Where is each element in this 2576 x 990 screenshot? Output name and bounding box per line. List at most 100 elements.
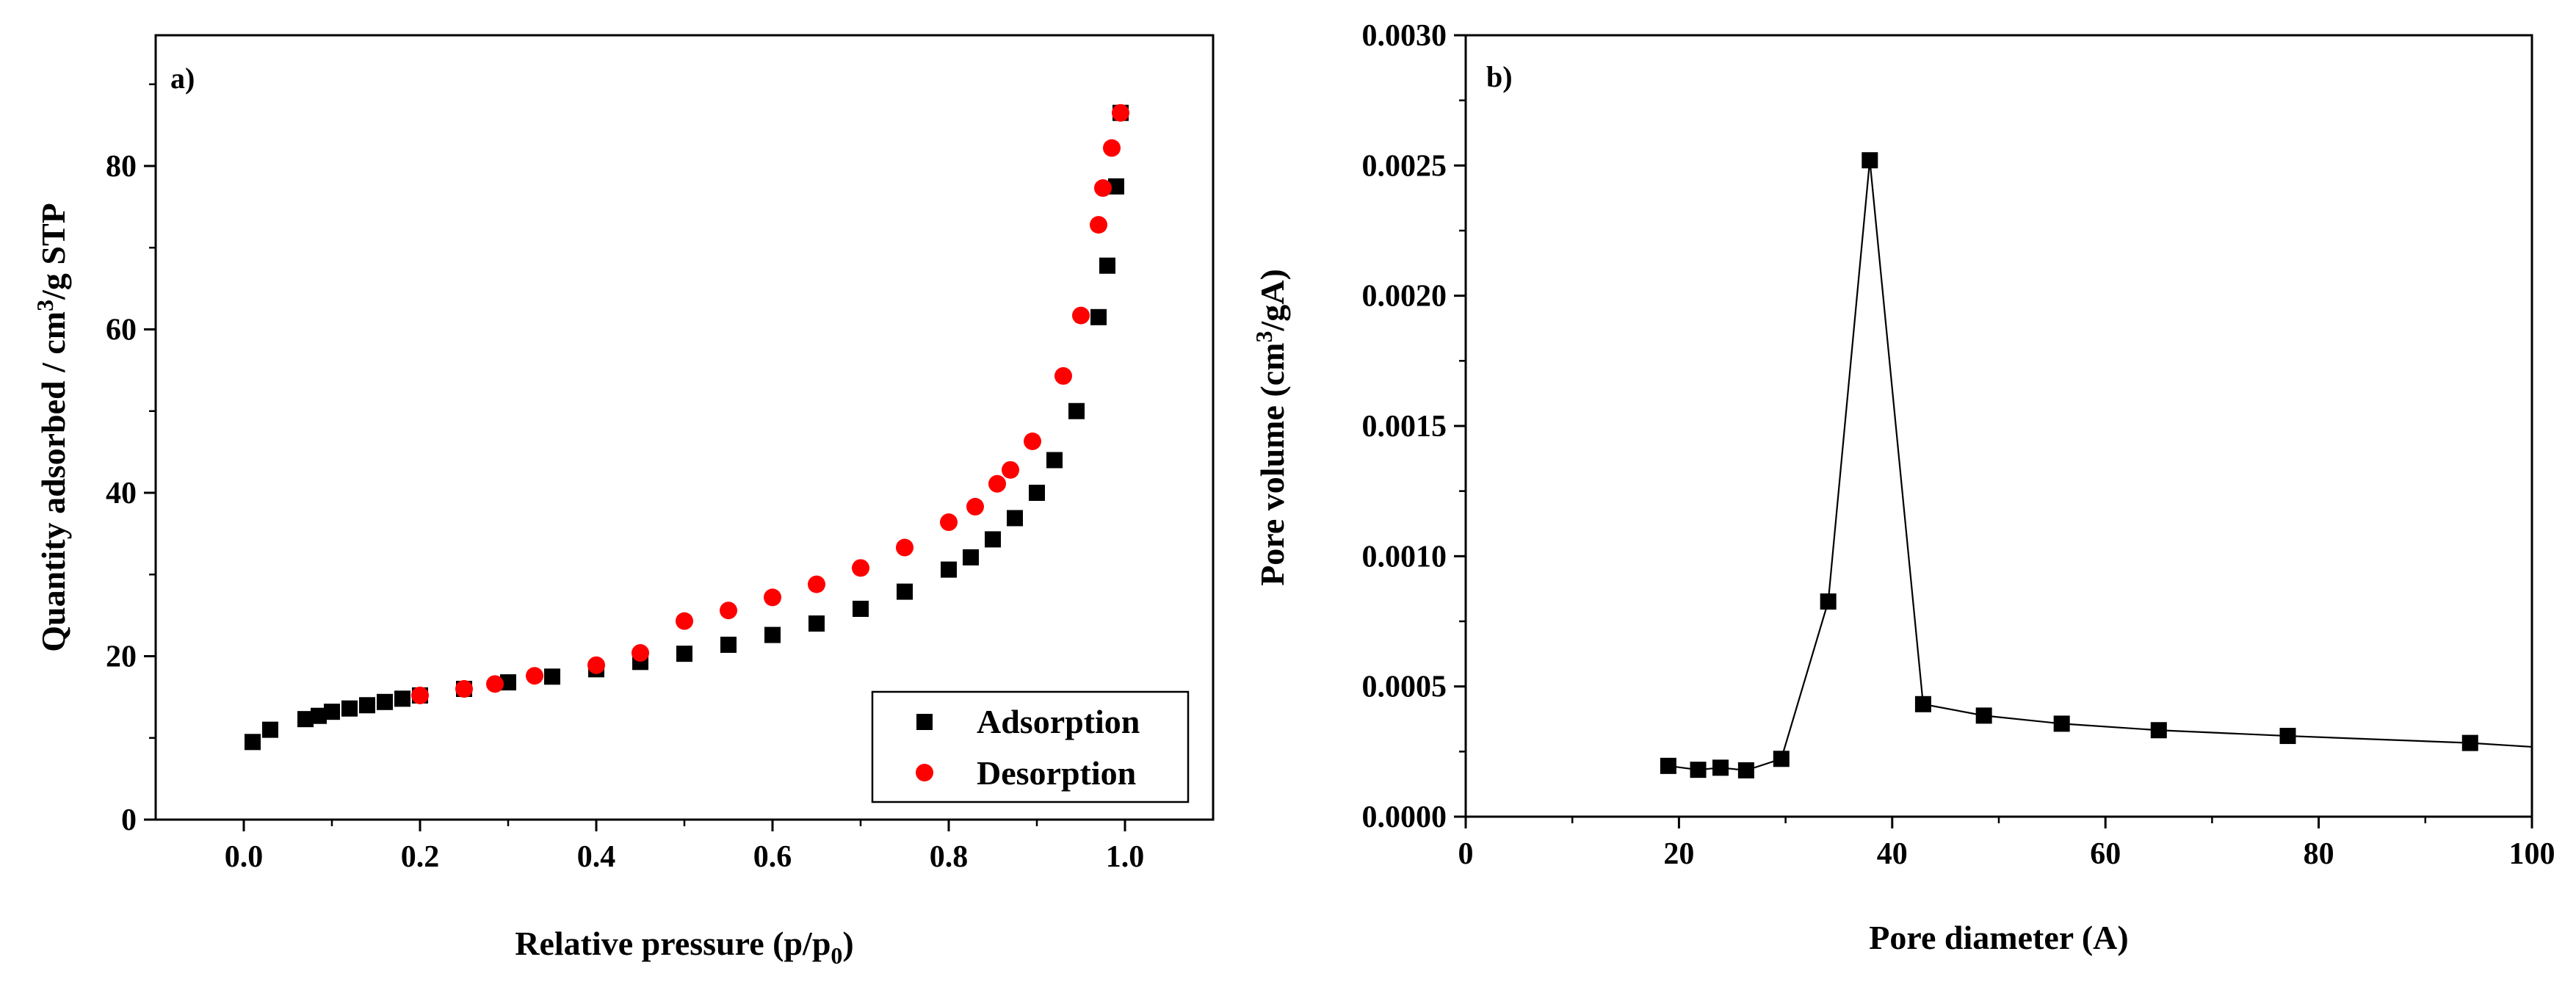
x-tick-label: 80 <box>2304 837 2334 871</box>
adsorption-point <box>1099 257 1115 274</box>
panel-b-y-axis-title-post: /gA) <box>1253 269 1291 331</box>
x-tick-label: 0.8 <box>930 840 969 874</box>
panel-a-points <box>245 104 1129 751</box>
adsorption-point <box>853 600 869 617</box>
adsorption-point <box>1090 308 1107 325</box>
adsorption-point <box>1007 510 1023 527</box>
panel-a-y-axis-title-post: /g STP <box>35 203 72 300</box>
pore-volume-point <box>1862 152 1878 169</box>
desorption-point <box>1112 104 1129 122</box>
adsorption-point <box>359 697 375 714</box>
pore-volume-point <box>1975 707 1992 724</box>
desorption-point <box>676 612 693 630</box>
desorption-point <box>896 538 913 557</box>
adsorption-point <box>808 615 825 632</box>
panel-a-x-axis-title-sub: 0 <box>831 942 842 969</box>
desorption-point <box>1103 139 1121 157</box>
y-tick-label: 0.0015 <box>1362 410 1447 444</box>
x-tick-label: 20 <box>1663 837 1694 871</box>
adsorption-point <box>676 646 692 662</box>
y-tick-label: 20 <box>106 640 137 674</box>
x-tick-label: 1.0 <box>1106 840 1145 874</box>
desorption-point <box>486 675 504 693</box>
adsorption-point <box>311 707 327 724</box>
x-tick-label: 100 <box>2509 837 2555 871</box>
adsorption-point <box>324 704 340 720</box>
y-tick-label: 0.0020 <box>1362 280 1447 314</box>
panel-b-x-ticks: 0 20 40 60 80 100 <box>1458 817 2555 871</box>
pore-volume-point <box>1660 757 1676 774</box>
desorption-point <box>1090 216 1107 234</box>
pore-volume-point <box>2461 734 2478 751</box>
desorption-point <box>411 686 429 704</box>
panel-b-y-axis-title: Pore volume (cm3/gA) <box>1251 269 1291 586</box>
desorption-point <box>455 680 473 698</box>
panel-a-y-axis-title-pre: Quantity adsorbed / cm <box>35 311 72 652</box>
desorption-point <box>1024 432 1041 450</box>
series-line <box>1668 160 2533 771</box>
pore-volume-point <box>1712 759 1729 776</box>
pore-volume-point <box>1914 695 1931 712</box>
adsorption-point <box>1068 402 1085 419</box>
y-tick-label: 0.0025 <box>1362 149 1447 183</box>
adsorption-point <box>764 626 781 643</box>
y-tick-label: 60 <box>106 314 137 347</box>
desorption-point <box>1002 460 1019 479</box>
x-tick-label: 0.4 <box>577 840 616 874</box>
panel-b-label: b) <box>1486 60 1513 93</box>
panel-a-y-axis-title-sup: 3 <box>32 300 58 311</box>
desorption-point <box>587 656 605 674</box>
adsorption-point <box>1029 485 1045 501</box>
adsorption-point <box>245 734 261 751</box>
panel-a-chart: a) 0.0 0.2 0.4 0.6 0.8 1.0 0 20 40 60 80 Relative… <box>32 34 1215 969</box>
panel-b-frame <box>1464 34 2533 818</box>
desorption-point <box>988 474 1006 493</box>
x-tick-label: 0.0 <box>225 840 264 874</box>
legend-desorption-marker <box>916 764 933 781</box>
panel-b-line <box>1668 160 2533 771</box>
panel-a-legend: Adsorption Desorption <box>871 690 1190 803</box>
adsorption-point <box>941 561 957 578</box>
panel-b-y-ticks: 0.0000 0.0005 0.0010 0.0015 0.0020 0.0025 0.00… <box>1362 19 1466 834</box>
x-tick-label: 0 <box>1458 837 1474 871</box>
adsorption-point <box>500 674 516 691</box>
desorption-point <box>940 513 958 532</box>
panel-a-y-axis-title: Quantity adsorbed / cm3/g STP <box>32 203 72 652</box>
y-tick-label: 0.0005 <box>1362 671 1447 704</box>
desorption-point <box>1094 179 1112 198</box>
panel-a-x-axis-title: Relative pressure (p/p0) <box>515 925 854 969</box>
desorption-point <box>720 601 737 620</box>
y-tick-label: 80 <box>106 150 137 184</box>
legend-desorption-label: Desorption <box>977 754 1136 792</box>
legend-adsorption-marker <box>916 714 933 730</box>
y-tick-label: 0.0030 <box>1362 19 1447 53</box>
panel-b-y-axis-title-pre: Pore volume (cm <box>1253 343 1291 586</box>
pore-volume-point <box>1773 751 1790 767</box>
adsorption-point <box>394 690 410 707</box>
pore-volume-point <box>1737 762 1754 778</box>
adsorption-point <box>985 531 1001 548</box>
panel-a-x-axis-title-end: ) <box>842 925 853 962</box>
pore-volume-point <box>2279 728 2296 745</box>
panel-b-points <box>1660 152 2478 778</box>
panel-b-chart: b) 0 20 40 60 80 100 0.0000 0.0005 0.0010 0.0015… <box>1251 19 2555 956</box>
adsorption-point <box>963 549 979 566</box>
x-tick-label: 0.2 <box>401 840 440 874</box>
adsorption-point <box>720 636 737 653</box>
x-tick-label: 0.6 <box>753 840 792 874</box>
panel-a-label: a) <box>170 62 195 95</box>
y-tick-label: 0 <box>121 803 137 837</box>
panel-a-x-ticks: 0.0 0.2 0.4 0.6 0.8 1.0 <box>225 820 1145 874</box>
adsorption-point <box>1108 178 1124 195</box>
desorption-point <box>1054 366 1072 385</box>
adsorption-point <box>341 700 358 717</box>
legend-adsorption-label: Adsorption <box>977 703 1140 740</box>
panel-a-y-ticks: 0 20 40 60 80 <box>106 83 156 837</box>
x-tick-label: 40 <box>1877 837 1908 871</box>
adsorption-point <box>297 711 314 728</box>
pore-volume-point <box>2053 715 2070 732</box>
adsorption-point <box>544 668 560 685</box>
y-tick-label: 0.0000 <box>1362 801 1447 834</box>
pore-volume-point <box>1820 593 1837 610</box>
pore-volume-point <box>1690 762 1707 778</box>
